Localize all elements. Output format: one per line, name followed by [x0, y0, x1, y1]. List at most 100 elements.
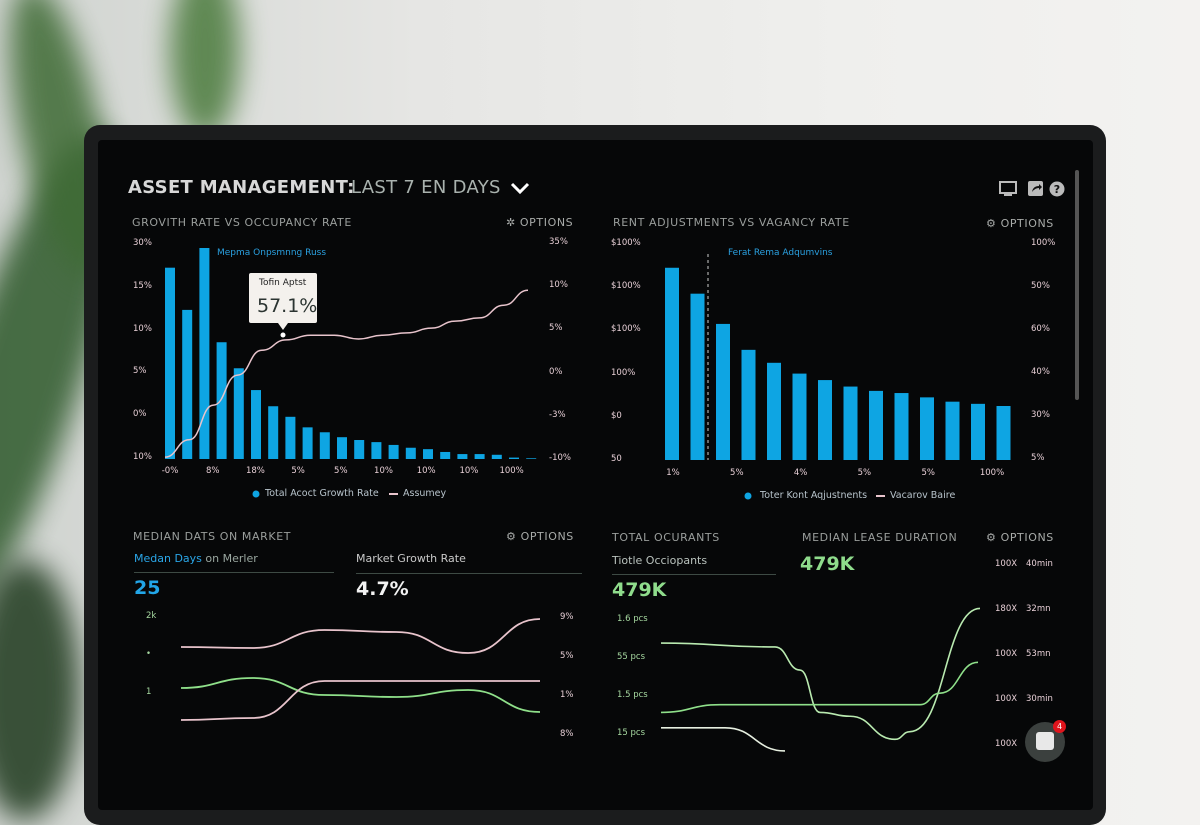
panel-title-occupants: TOTAL OCURANTS: [612, 531, 720, 544]
divider: [134, 572, 334, 573]
axis-tick-label: 5%: [560, 651, 574, 661]
divider: [612, 574, 776, 575]
axis-tick-label: 100%: [611, 367, 636, 378]
notification-badge: 4: [1053, 720, 1066, 733]
axis-tick-label: 15%: [133, 280, 152, 291]
kpi-label-part: Medan Days: [134, 552, 202, 565]
axis-tick-label: $100%: [611, 324, 641, 335]
panel-title-lease: MEDIAN LEASE DURATION: [802, 531, 958, 544]
axis-tick-label: $0: [611, 410, 622, 421]
axis-tick-label: 100X: [995, 694, 1018, 704]
axis-tick-label: 30%: [133, 238, 152, 248]
legend-item: Toter Kont Aqjustnents: [760, 490, 868, 501]
axis-tick-label: 53mn: [1026, 649, 1051, 659]
axis-tick-label: 8%: [205, 466, 220, 476]
axis-tick-label: 9%: [560, 612, 574, 622]
axis-tick-label: 100%: [499, 466, 524, 476]
panel-title-rent: RENT ADJUSTMENTS VS VAGANCY RATE: [613, 216, 850, 229]
options-button-market[interactable]: ⚙ OPTIONS: [506, 530, 574, 543]
axis-tick-label: 30%: [1031, 410, 1050, 420]
axis-tick-label: 15 pcs: [617, 728, 646, 738]
axis-tick-label: 10%: [549, 280, 568, 291]
axis-tick-label: 55 pcs: [617, 652, 646, 662]
kpi-label-part: on Merler: [201, 552, 258, 565]
kpi-label: Medan Days on Merler: [134, 552, 258, 565]
chat-icon: [1036, 732, 1054, 750]
axis-tick-label: 5%: [1031, 453, 1045, 463]
kpi-label: Market Growth Rate: [356, 552, 466, 565]
axis-tick-label: $100%: [611, 281, 641, 292]
axis-tick-label: •: [146, 649, 152, 659]
axis-tick-label: 10%: [133, 452, 152, 462]
tooltip-value: 57.1%: [257, 295, 318, 317]
kpi-value: 479K: [612, 579, 667, 601]
axis-tick-label: 5%: [730, 468, 744, 478]
axis-tick-label: -10%: [549, 453, 571, 463]
axis-tick-label: 1.6 pcs: [617, 614, 648, 624]
axis-tick-label: 32mn: [1026, 604, 1051, 614]
axis-tick-label: -3%: [549, 409, 566, 420]
chat-button[interactable]: 4: [1025, 720, 1066, 762]
axis-tick-label: 100X: [995, 649, 1018, 659]
divider: [356, 573, 582, 574]
axis-tick-label: 40min: [1026, 559, 1053, 569]
options-label: OPTIONS: [1000, 217, 1054, 230]
axis-tick-label: 18%: [245, 466, 265, 476]
axis-tick-label: 100%: [979, 468, 1005, 478]
plant-leaf: [170, 0, 240, 140]
gear-icon: ⚙: [986, 217, 1001, 230]
legend-item: Assumey: [403, 488, 447, 499]
axis-tick-label: 50%: [1031, 281, 1050, 291]
options-button-rent[interactable]: ⚙ OPTIONS: [986, 217, 1054, 230]
axis-tick-label: 50: [611, 454, 622, 464]
axis-tick-label: 10%: [133, 323, 152, 334]
axis-tick-label: 0%: [549, 366, 563, 377]
axis-tick-label: 2k: [146, 611, 157, 621]
axis-tick-label: 5%: [133, 366, 147, 377]
kpi-value: 479K: [800, 553, 855, 575]
legend-item: Vacarov Baire: [890, 490, 956, 501]
panel-title-growth: GROVITH RATE VS OCCUPANCY RATE: [132, 216, 352, 229]
axis-tick-label: -0%: [161, 466, 179, 476]
gear-icon: ⚙: [506, 530, 521, 543]
period-dropdown[interactable]: LAST 7 EN DAYS: [351, 177, 501, 198]
options-label: OPTIONS: [1000, 531, 1054, 544]
chart-annotation: Mepma Onpsmnng Russ: [217, 248, 327, 258]
axis-tick-label: 100X: [995, 559, 1018, 569]
axis-tick-label: 35%: [549, 237, 568, 247]
star-icon: ✲: [506, 216, 520, 229]
axis-tick-label: 4%: [793, 468, 808, 478]
tooltip-label: Tofin Aptst: [259, 278, 307, 288]
axis-tick-label: 10%: [374, 466, 393, 476]
plant-leaf: [0, 560, 80, 820]
axis-tick-label: 10%: [459, 466, 479, 476]
axis-tick-label: 1%: [666, 468, 680, 478]
kpi-label: Tiotle Occiopants: [612, 554, 708, 567]
axis-tick-label: 0%: [133, 409, 147, 420]
axis-tick-label: 1.5 pcs: [617, 690, 648, 700]
axis-tick-label: 100X: [995, 739, 1018, 749]
axis-tick-label: 5%: [549, 323, 563, 334]
options-button-growth[interactable]: ✲ OPTIONS: [506, 216, 573, 229]
page-title: ASSET MANAGEMENT:: [128, 177, 355, 198]
legend-item: Total Acoct Growth Rate: [265, 488, 379, 499]
kpi-value: 25: [134, 577, 161, 599]
axis-tick-label: 5%: [291, 466, 305, 476]
kpi-value: 4.7%: [356, 578, 409, 600]
axis-tick-label: 1: [146, 687, 152, 697]
axis-tick-label: 8%: [560, 729, 574, 739]
axis-tick-label: 100%: [1031, 238, 1056, 248]
panel-title-market: MEDIAN DATS ON MARKET: [133, 530, 292, 543]
chart-annotation: Ferat Rema Adqumvins: [728, 248, 833, 258]
axis-tick-label: 40%: [1031, 367, 1050, 377]
axis-tick-label: 5%: [921, 468, 935, 478]
axis-tick-label: 180X: [995, 604, 1018, 614]
axis-tick-label: 5%: [334, 466, 348, 476]
options-label: OPTIONS: [519, 216, 574, 229]
options-button-occupants[interactable]: ⚙ OPTIONS: [986, 531, 1054, 544]
tooltip: Tofin Aptst 57.1%: [249, 273, 317, 323]
axis-tick-label: 30min: [1026, 694, 1053, 704]
gear-icon: ⚙: [986, 531, 1001, 544]
axis-tick-label: 1%: [560, 690, 574, 700]
axis-tick-label: $100%: [611, 238, 641, 248]
